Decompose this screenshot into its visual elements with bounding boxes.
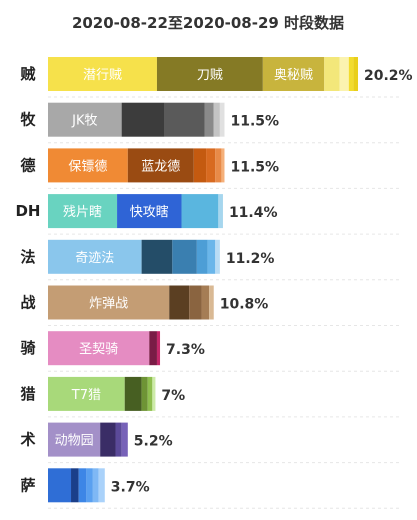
bar-segment [71, 468, 79, 503]
bar-segment [48, 194, 118, 229]
segment-label: JK牧 [71, 114, 97, 129]
segment-label: 残片瞎 [63, 204, 102, 220]
bar-segment [204, 102, 214, 137]
bar-segment [98, 468, 105, 503]
bar-segment [193, 148, 207, 183]
row-label: 法 [20, 248, 35, 266]
bar-segment [215, 148, 222, 183]
bar-segment [141, 239, 173, 274]
bar-segment [215, 239, 220, 274]
bar-row: 萨 3.7% [20, 468, 400, 509]
bar-segment [213, 102, 220, 137]
bar-segment [48, 468, 72, 503]
bar-segment [339, 57, 349, 91]
bar-segment [206, 148, 216, 183]
bar-segment [324, 57, 340, 91]
segment-label: 炸弹战 [89, 297, 128, 312]
segment-label: 保镖德 [68, 158, 107, 174]
total-label: 20.2% [364, 68, 413, 84]
chart-rows: 贼 潜行贼 刀贼 奥秘贼 20.2% 牧 JK牧 11.5% 德 保镖德 蓝龙德 11.5% DH 残片瞎… [15, 57, 413, 509]
total-label: 7.3% [166, 342, 205, 358]
bar-segment [86, 468, 93, 503]
row-label: 萨 [20, 476, 35, 494]
segment-label: 快攻瞎 [130, 204, 169, 220]
bar-segment [121, 422, 128, 457]
bar-segment [348, 57, 354, 91]
row-label: DH [15, 202, 40, 220]
bar-segment [48, 57, 157, 91]
bar-segment [48, 422, 101, 457]
bar-segment [219, 102, 225, 137]
bar-segment [196, 239, 208, 274]
segment-label: 刀贼 [197, 68, 223, 83]
bar-row: 战 炸弹战 10.8% [20, 285, 400, 326]
segment-label: 蓝龙德 [141, 159, 180, 174]
bar-segment [115, 422, 122, 457]
total-label: 11.5% [230, 159, 279, 175]
bar-row: 牧 JK牧 11.5% [20, 102, 400, 144]
row-label: 战 [20, 294, 35, 312]
bar-segment [48, 239, 142, 274]
segment-label: T7猎 [71, 388, 101, 403]
row-label: 牧 [20, 111, 36, 129]
total-label: 11.2% [226, 251, 275, 267]
bar-segment [48, 285, 170, 320]
bar-segment [127, 148, 194, 183]
row-label: 骑 [20, 339, 35, 357]
bar-row: 猎 T7猎 7% [20, 376, 400, 418]
bar-segment [262, 57, 325, 91]
bar-row: 法 奇迹法 11.2% [20, 239, 400, 281]
segment-label: 奥秘贼 [274, 68, 313, 83]
bar-row: 骑 圣契骑 7.3% [20, 331, 400, 372]
bar-segment [48, 102, 122, 137]
bar-segment [48, 376, 125, 411]
chart-title: 2020-08-22至2020-08-29 时段数据 [72, 14, 344, 32]
row-label: 猎 [20, 385, 35, 403]
bar-segment [189, 285, 202, 320]
bar-segment [156, 57, 263, 91]
total-label: 7% [161, 388, 185, 404]
row-label: 术 [20, 431, 35, 449]
bar-segment [92, 468, 99, 503]
total-label: 11.5% [230, 114, 279, 130]
segment-label: 动物园 [55, 434, 94, 449]
bar-segment [169, 285, 190, 320]
bar-segment [181, 194, 219, 229]
bar-row: 贼 潜行贼 刀贼 奥秘贼 20.2% [19, 57, 413, 98]
bar-row: DH 残片瞎 快攻瞎 11.4% [15, 194, 400, 235]
bar-segment [164, 102, 205, 137]
row-label: 贼 [19, 65, 35, 83]
total-label: 5.2% [134, 434, 173, 450]
bar-segment [207, 239, 216, 274]
bar-segment [147, 376, 153, 411]
bar-segment [78, 468, 87, 503]
bar-segment [201, 285, 210, 320]
bar-segment [353, 57, 358, 91]
bar-segment [172, 239, 197, 274]
bar-segment [209, 285, 214, 320]
total-label: 11.4% [229, 205, 278, 221]
bar-segment [48, 331, 150, 366]
bar-segment [221, 148, 225, 183]
bar-segment [100, 422, 116, 457]
row-label: 德 [20, 156, 35, 174]
bar-row: 德 保镖德 蓝龙德 11.5% [20, 148, 400, 189]
segment-label: 奇迹法 [75, 250, 114, 266]
bar-segment [121, 102, 165, 137]
bar-segment [117, 194, 182, 229]
bar-segment [124, 376, 142, 411]
bar-row: 术 动物园 5.2% [20, 422, 400, 464]
bar-segment [152, 376, 156, 411]
bar-segment [141, 376, 148, 411]
bar-segment [149, 331, 157, 366]
bar-segment [156, 331, 161, 366]
bar-segment [48, 148, 128, 183]
total-label: 10.8% [220, 297, 269, 313]
segment-label: 潜行贼 [83, 68, 122, 83]
segment-label: 圣契骑 [79, 342, 118, 357]
bar-segment [218, 194, 223, 229]
total-label: 3.7% [111, 479, 150, 495]
